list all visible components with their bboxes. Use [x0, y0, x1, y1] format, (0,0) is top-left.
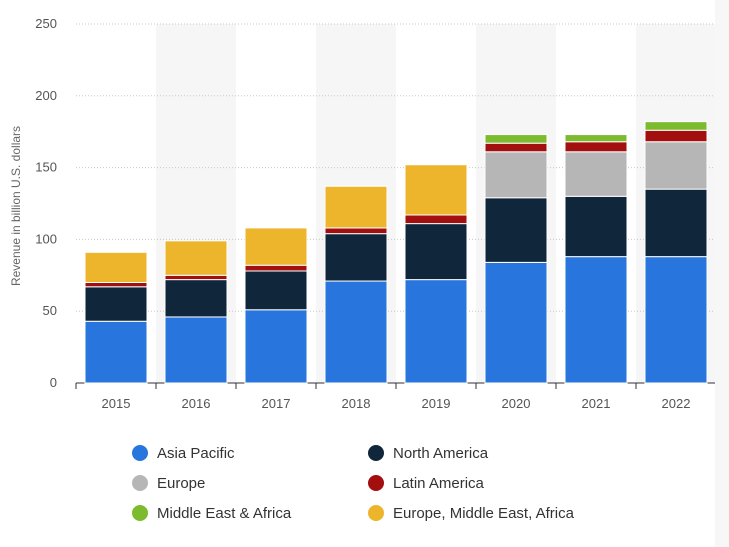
x-tick-label: 2017 [262, 396, 291, 411]
bar-segment-latin-america[interactable] [324, 227, 388, 235]
x-tick-label: 2020 [502, 396, 531, 411]
y-tick-label: 250 [35, 16, 57, 31]
x-axis-ticks: 2015 2016 2017 2018 2019 2020 2021 2022 [75, 383, 717, 411]
bar-segment-middle-east-africa[interactable] [644, 121, 708, 131]
bar-segment-latin-america[interactable] [164, 274, 228, 281]
legend-swatch [132, 475, 148, 491]
bar-segment-asia-pacific[interactable] [484, 261, 548, 384]
legend-swatch [132, 445, 148, 461]
bar-segment-europe-middle-east-africa[interactable] [324, 185, 388, 229]
bar-segment-latin-america[interactable] [244, 264, 308, 272]
x-tick-label: 2018 [342, 396, 371, 411]
legend-swatch [132, 505, 148, 521]
x-tick-label: 2015 [102, 396, 131, 411]
page-edge-strip [715, 0, 729, 547]
y-axis-title: Revenue in billion U.S. dollars [9, 126, 23, 286]
x-tick-label: 2016 [182, 396, 211, 411]
bar-segment-asia-pacific[interactable] [564, 256, 628, 384]
y-tick-label: 150 [35, 160, 57, 175]
bar-segment-europe[interactable] [644, 141, 708, 190]
bar-segment-europe[interactable] [484, 151, 548, 199]
bar-segment-latin-america[interactable] [84, 281, 148, 288]
legend-label: Middle East & Africa [157, 504, 292, 522]
legend-label: Europe, Middle East, Africa [393, 504, 574, 522]
x-tick-label: 2019 [422, 396, 451, 411]
y-tick-label: 0 [50, 375, 57, 390]
legend-item-middle-east-africa[interactable]: Middle East & Africa [132, 503, 291, 523]
legend-item-europe-middle-east-africa[interactable]: Europe, Middle East, Africa [368, 503, 574, 523]
bar-segment-europe-middle-east-africa[interactable] [404, 164, 468, 216]
bar-segment-north-america[interactable] [324, 233, 388, 282]
bar-segment-asia-pacific[interactable] [644, 256, 708, 384]
legend-label: North America [393, 444, 489, 462]
bar-segment-north-america[interactable] [84, 286, 148, 322]
bar-segment-north-america[interactable] [644, 188, 708, 258]
legend-item-europe[interactable]: Europe [132, 473, 205, 493]
legend-item-north-america[interactable]: North America [368, 443, 488, 463]
bar-segment-europe-middle-east-africa[interactable] [244, 227, 308, 266]
bar-segment-latin-america[interactable] [564, 141, 628, 153]
bar-segment-latin-america[interactable] [644, 129, 708, 143]
y-axis-ticks: 0 50 100 150 200 250 [35, 16, 57, 390]
bar-segment-north-america[interactable] [564, 195, 628, 258]
y-tick-label: 200 [35, 88, 57, 103]
bar-segment-asia-pacific[interactable] [244, 309, 308, 384]
bar-segment-middle-east-africa[interactable] [564, 134, 628, 143]
bar-segment-north-america[interactable] [404, 223, 468, 281]
legend-swatch [368, 445, 384, 461]
x-tick-label: 2022 [662, 396, 691, 411]
legend-item-latin-america[interactable]: Latin America [368, 473, 484, 493]
y-tick-label: 100 [35, 231, 57, 246]
bar-segment-europe[interactable] [564, 151, 628, 197]
bar-segment-asia-pacific[interactable] [84, 320, 148, 384]
bar-segment-latin-america[interactable] [484, 142, 548, 153]
bar-segment-latin-america[interactable] [404, 214, 468, 225]
y-tick-label: 50 [43, 303, 57, 318]
legend-label: Europe [157, 474, 206, 492]
bar-segment-asia-pacific[interactable] [324, 280, 388, 384]
bar-segment-asia-pacific[interactable] [164, 316, 228, 384]
legend-label: Asia Pacific [157, 444, 235, 462]
bar-segment-north-america[interactable] [244, 270, 308, 311]
bar-segment-asia-pacific[interactable] [404, 279, 468, 384]
bar-segment-north-america[interactable] [484, 197, 548, 263]
bar-segments [84, 121, 708, 384]
bar-segment-europe-middle-east-africa[interactable] [164, 240, 228, 276]
bar-segment-middle-east-africa[interactable] [484, 134, 548, 144]
bar-segment-europe-middle-east-africa[interactable] [84, 251, 148, 283]
legend-swatch [368, 475, 384, 491]
legend-swatch [368, 505, 384, 521]
bar-segment-north-america[interactable] [164, 279, 228, 318]
legend-label: Latin America [393, 474, 484, 492]
x-tick-label: 2021 [582, 396, 611, 411]
legend-item-asia-pacific[interactable]: Asia Pacific [132, 443, 235, 463]
